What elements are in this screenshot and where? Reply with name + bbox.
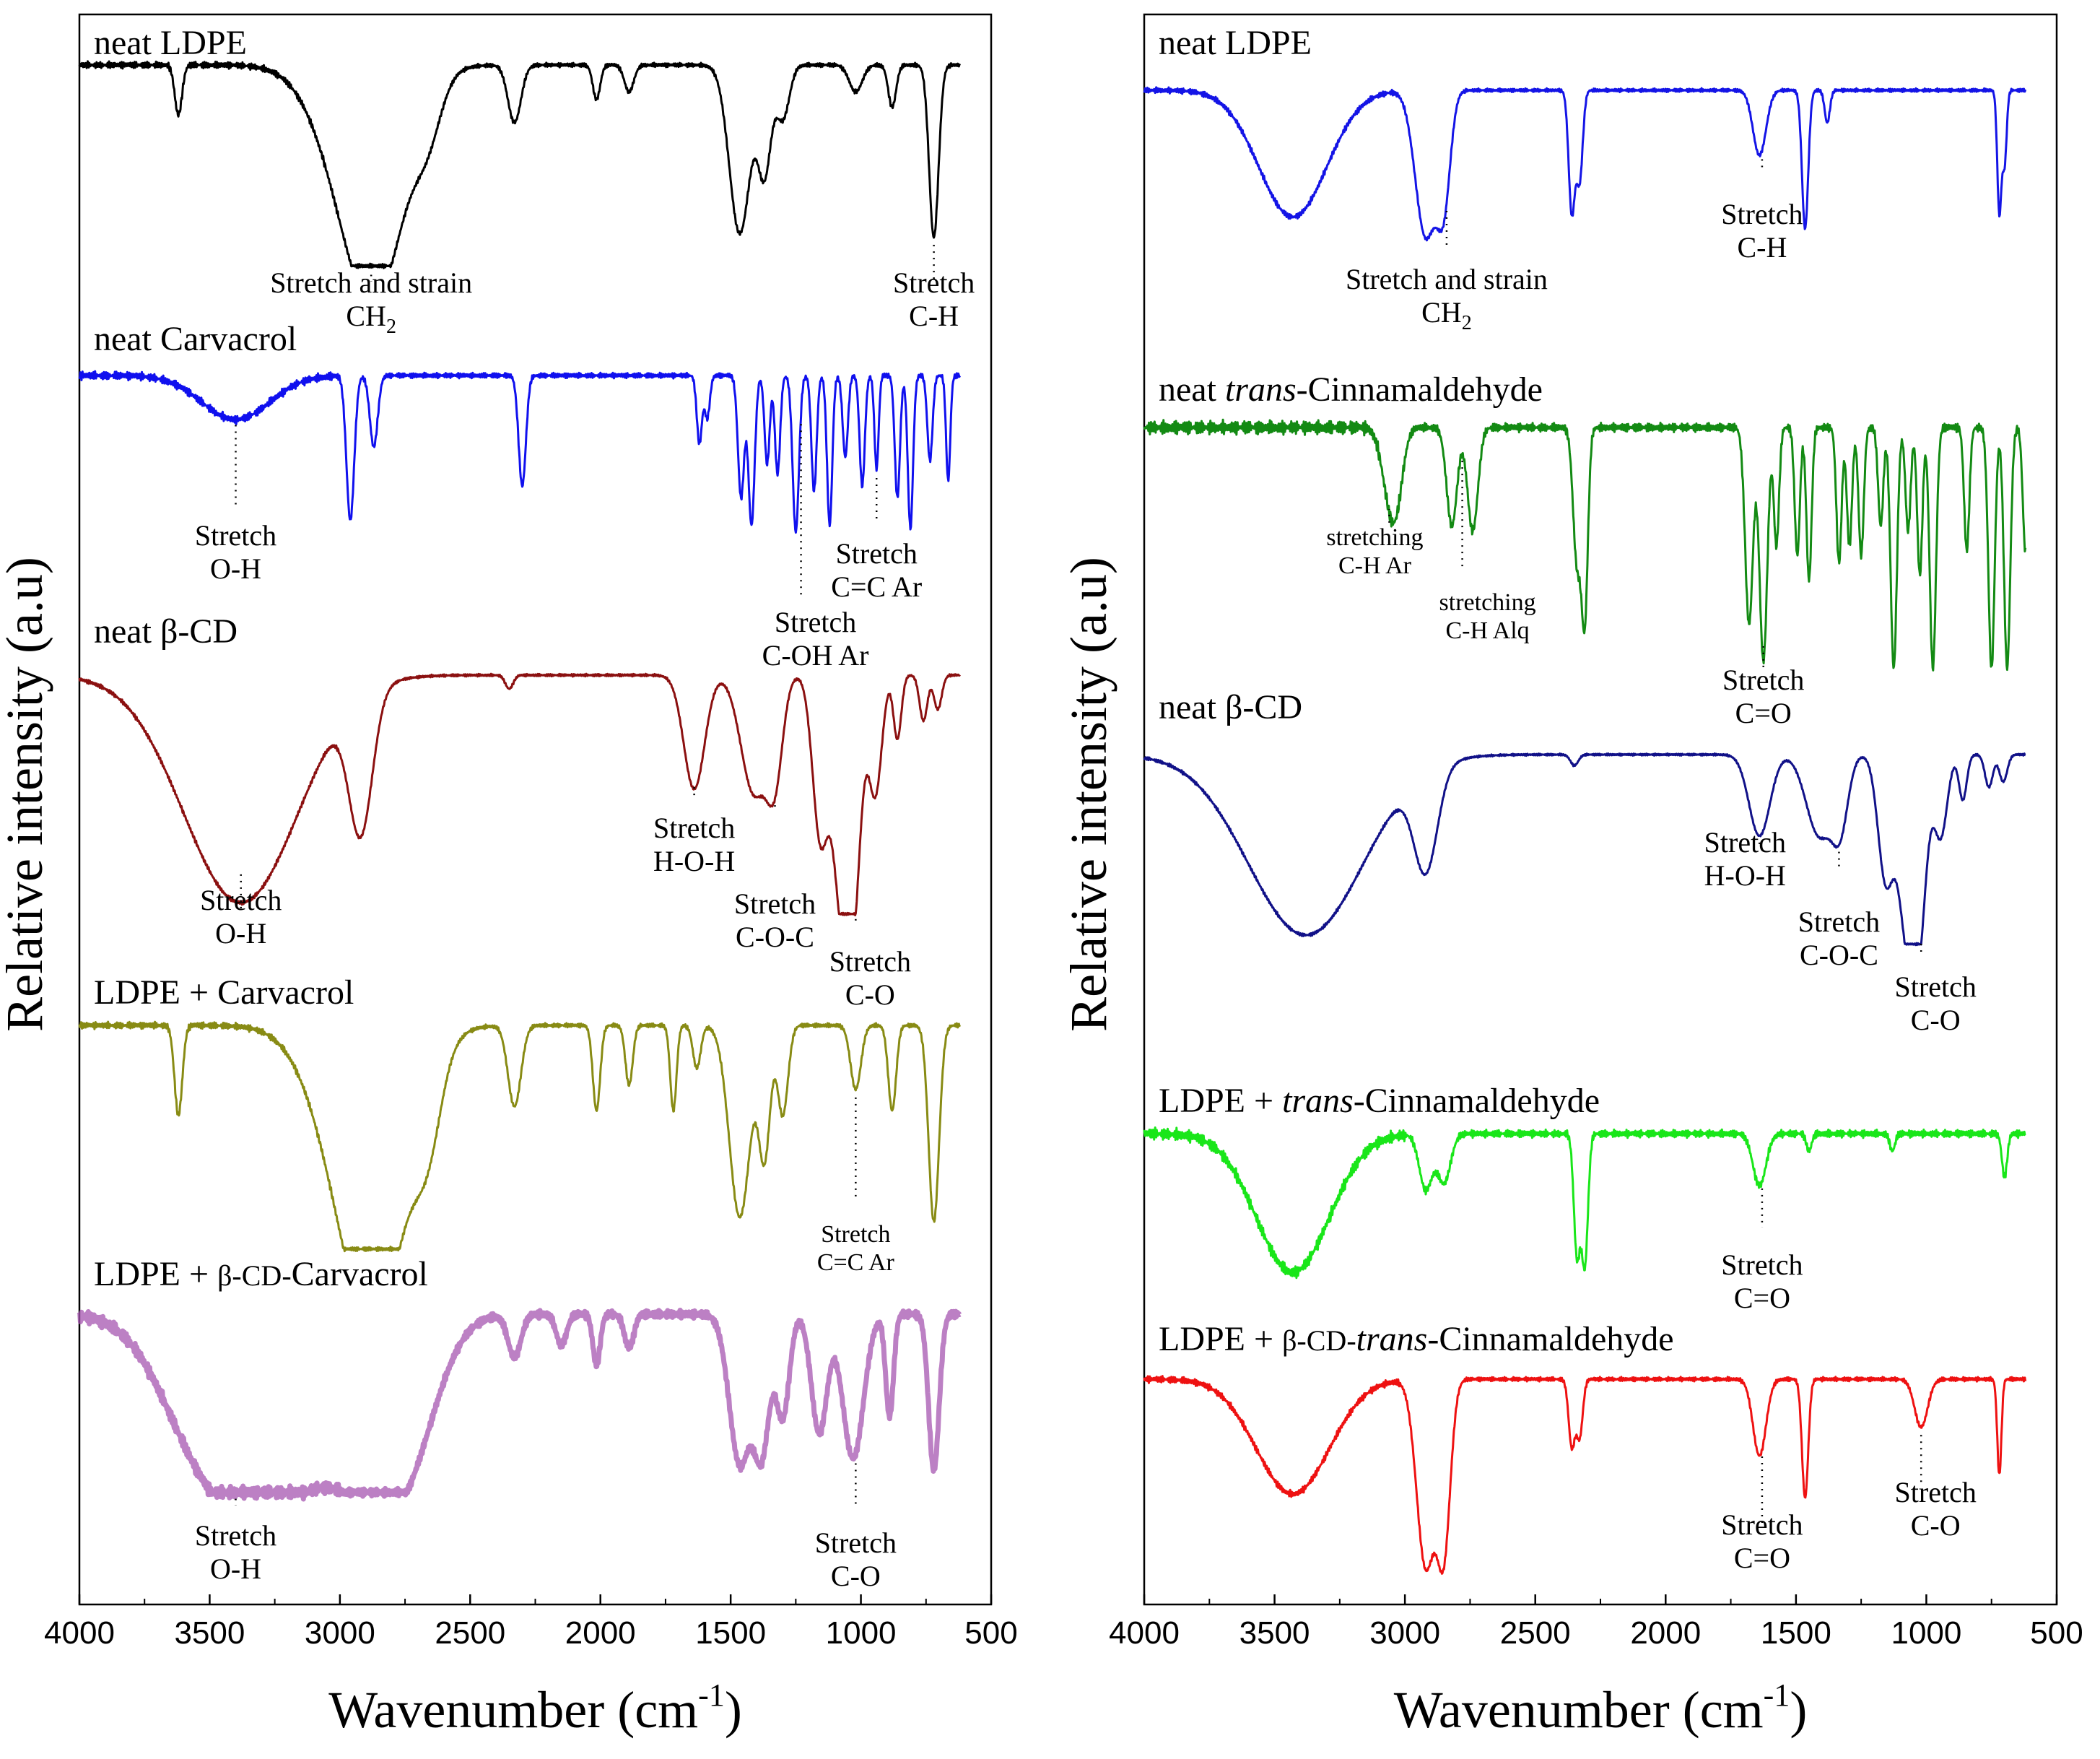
spectrum-line [77,1308,962,1502]
x-tick-label: 3000 [1369,1615,1440,1651]
series-title: neat LDPE [1159,24,1312,62]
spectrum-line [1143,86,2027,242]
y-axis-label: Relative intensity (a.u) [1060,557,1117,1032]
series-neat-ldpe: neat LDPE Stretch and strain CH2 Stretch C-H [78,24,975,338]
series-neat-cd: neat β-CD Stretch O-H Stretch H-O-H Stretch C-… [78,612,961,1011]
series-title: LDPE + Carvacrol [94,973,354,1012]
series-title: neat trans-Cinnamaldehyde [1159,370,1543,409]
series-title: neat LDPE [94,24,247,62]
x-tick-label: 1500 [1761,1615,1831,1651]
spectrum-line [78,370,961,534]
spectrum-line [78,1020,962,1253]
series-ldpe-cd-trans-cinnamaldehyde: LDPE + β-CD-trans-Cinnamaldehyde Stretch C… [1143,1320,2027,1575]
spectrum-line [1143,418,2027,672]
series-title: LDPE + β-CD-Carvacrol [94,1255,428,1293]
annotation-label: Stretch C-H [893,266,975,332]
annotation-label: Stretch O-H [195,519,276,585]
spectrum-line [78,672,961,916]
series-neat-carvacrol: neat Carvacrol Stretch O-H Stretch C=C ArStr… [78,320,961,672]
annotation-label: Stretch C-O [1895,970,1977,1036]
series-neat-ldpe: neat LDPE Stretch and strain CH2 Stretch C-H [1143,24,2027,334]
x-tick-label: 2500 [1500,1615,1571,1651]
spectrum-line [78,60,962,269]
annotation-label: Stretch C=O [1721,1248,1803,1314]
annotation-label: Stretch C=O [1722,664,1804,729]
x-tick-label: 2000 [1630,1615,1701,1651]
x-tick-label: 2000 [565,1615,636,1651]
annotation-label: Stretch H-O-H [653,812,735,877]
series-ldpe-trans-cinnamaldehyde: LDPE + trans-Cinnamaldehyde Stretch C=O [1143,1082,2026,1314]
annotation-label: Stretch O-H [200,884,282,950]
panel-left: 4000 3500 3000 2500 2000 1500 1000 500 Wavenumbe… [0,13,1018,1739]
series-title: neat Carvacrol [94,320,297,358]
series-title: neat β-CD [94,612,238,651]
plot-frame [1143,13,2058,1606]
annotation-label: Stretch C-H [1721,198,1803,264]
annotation-label: Stretch C-O [1895,1476,1977,1542]
x-tick-label: 3000 [305,1615,375,1651]
series-title: neat β-CD [1159,688,1302,726]
annotation-label: Stretch C-O [829,945,911,1011]
x-axis-label: Wavenumber (cm-1) [1394,1677,1808,1739]
x-tick-label: 3500 [174,1615,245,1651]
annotation-label: Stretch H-O-H [1704,826,1786,892]
series-neat-trans-cinnamaldehyde: neat trans-Cinnamaldehyde stretching C-H A… [1143,370,2027,729]
series-ldpe-cd-carvacrol: LDPE + β-CD-Carvacrol Stretch O-H Stretch C-… [77,1255,962,1592]
spectrum-line [1143,752,2026,947]
x-tick-label: 1000 [1891,1615,1961,1651]
x-tick-label: 4000 [1109,1615,1180,1651]
x-axis-label: Wavenumber (cm-1) [328,1677,742,1739]
x-tick-label: 4000 [44,1615,115,1651]
annotation-label: stretching C-H Ar [1326,524,1423,579]
annotation-label: Stretch C=O [1721,1508,1803,1574]
annotation-label: Stretch C-O-C [1798,905,1880,971]
x-tick-label: 500 [964,1615,1017,1651]
x-tick-label: 1000 [826,1615,897,1651]
x-tick-label: 3500 [1239,1615,1310,1651]
annotation-label: Stretch and strain CH2 [270,266,472,338]
y-axis-label: Relative intensity (a.u) [0,557,53,1032]
annotation-label: Stretch C-OH Ar [762,606,869,672]
x-tick-label: 1500 [695,1615,766,1651]
annotation-label: Stretch and strain CH2 [1346,263,1548,334]
annotation-label: Stretch O-H [195,1519,276,1585]
annotation-label: Stretch C=C Ar [817,1221,895,1276]
annotation-label: Stretch C-O-C [734,887,816,953]
plot-frame [78,13,993,1606]
annotation-label: stretching C-H Alq [1439,589,1536,644]
spectrum-line [1143,1375,2027,1575]
series-title: LDPE + trans-Cinnamaldehyde [1159,1082,1600,1120]
x-tick-label: 500 [2030,1615,2083,1651]
x-tick-label: 2500 [435,1615,505,1651]
annotation-label: Stretch C-O [815,1526,897,1592]
series-ldpe-carvacrol: LDPE + Carvacrol Stretch C=C Ar [78,973,962,1276]
series-title: LDPE + β-CD-trans-Cinnamaldehyde [1159,1320,1674,1358]
annotation-label: Stretch C=C Ar [831,537,922,603]
panel-right: 4000 3500 3000 2500 2000 1500 1000 500 Wavenumbe… [1060,13,2083,1739]
spectrum-line [1143,1126,2026,1280]
